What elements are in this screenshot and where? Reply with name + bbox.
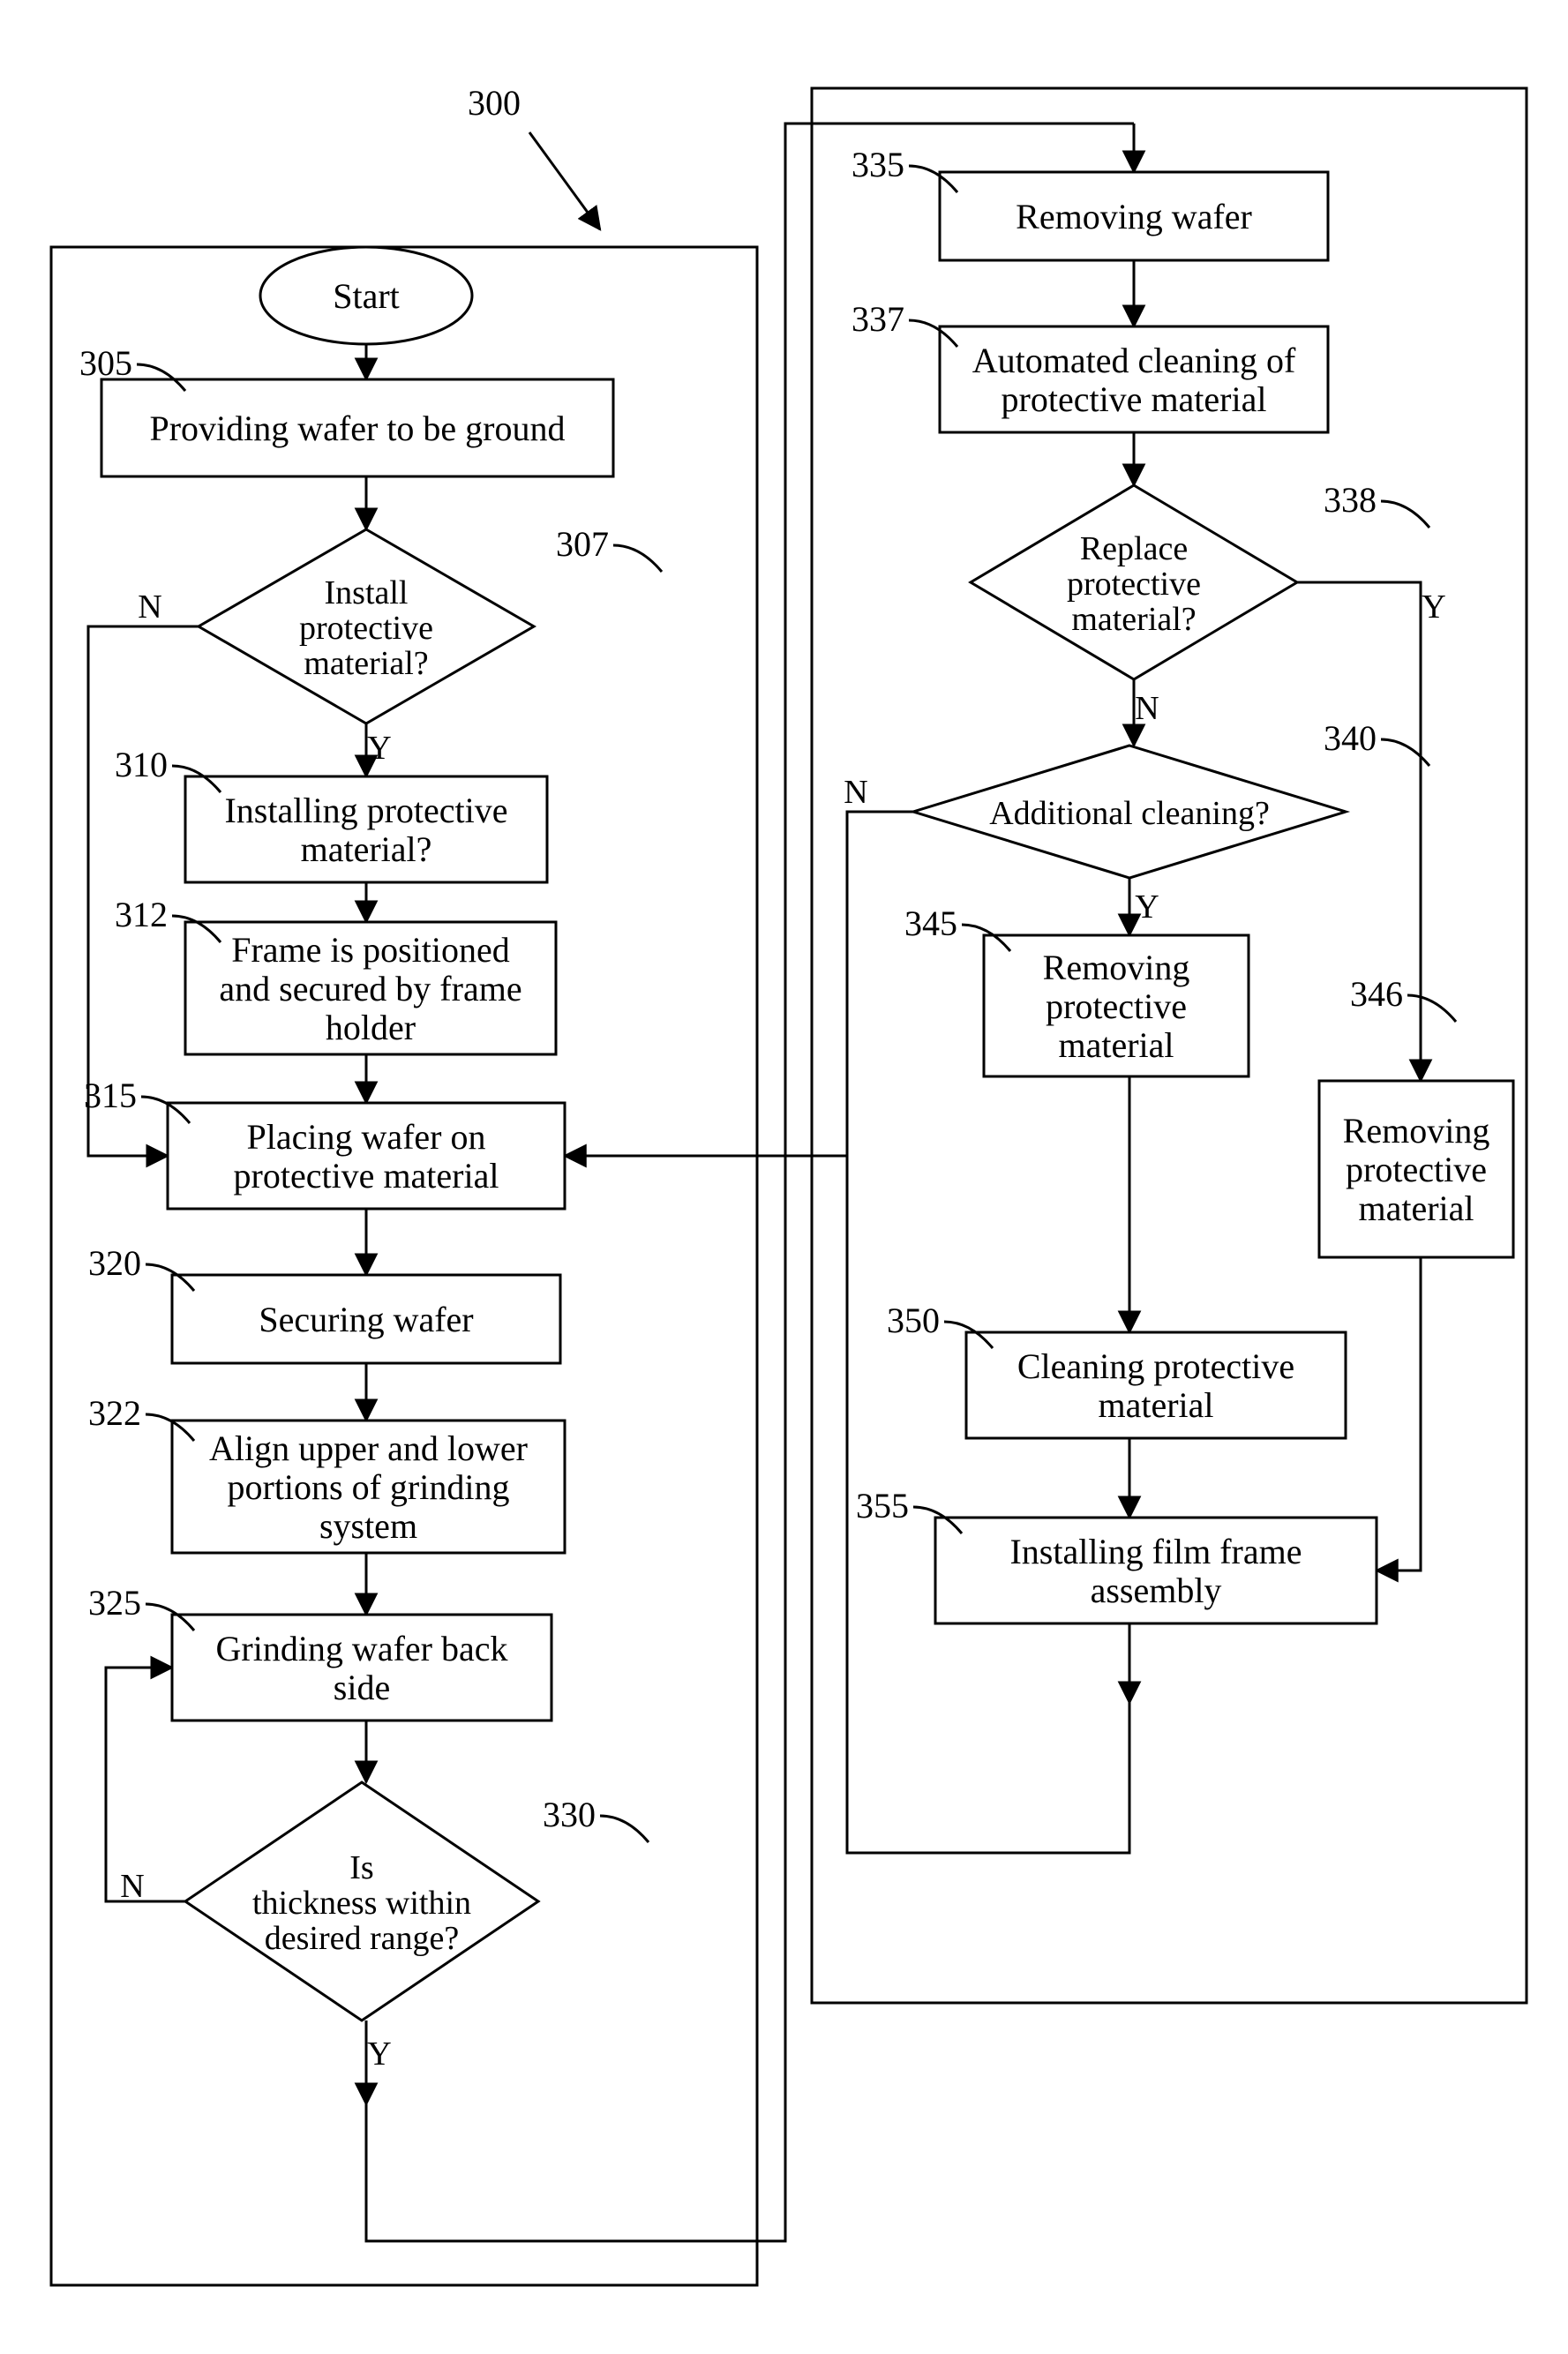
svg-text:Automated cleaning of: Automated cleaning of xyxy=(972,341,1296,380)
svg-text:Frame is positioned: Frame is positioned xyxy=(231,930,510,970)
node-n346: Removingprotectivematerial xyxy=(1319,1081,1513,1257)
node-n350: Cleaning protectivematerial xyxy=(966,1332,1346,1438)
edge-340N_bridge xyxy=(785,812,913,1156)
yn-d330_Y: Y xyxy=(367,2035,391,2073)
svg-text:thickness within: thickness within xyxy=(252,1885,471,1922)
edge-346_to_355 xyxy=(1377,1257,1421,1571)
svg-text:Cleaning protective: Cleaning protective xyxy=(1017,1346,1294,1386)
ref-leader-340 xyxy=(1381,739,1429,766)
ref-leader-307 xyxy=(613,545,662,572)
node-n312: Frame is positionedand secured by frameh… xyxy=(185,922,556,1054)
ref-label-355: 355 xyxy=(856,1486,909,1526)
svg-text:Installing protective: Installing protective xyxy=(224,791,507,830)
svg-text:Align upper and lower: Align upper and lower xyxy=(209,1428,528,1468)
node-d330: Isthickness withindesired range? xyxy=(185,1782,538,2020)
ref-label-346: 346 xyxy=(1350,974,1403,1014)
ref-label-310: 310 xyxy=(115,745,168,784)
svg-text:Removing: Removing xyxy=(1343,1111,1490,1151)
svg-text:and secured by frame: and secured by frame xyxy=(219,969,521,1008)
svg-text:holder: holder xyxy=(326,1008,416,1047)
ref-label-350: 350 xyxy=(887,1301,940,1340)
svg-text:Installing film frame: Installing film frame xyxy=(1009,1532,1302,1571)
svg-text:Additional cleaning?: Additional cleaning? xyxy=(989,795,1270,832)
node-n355: Installing film frameassembly xyxy=(935,1518,1377,1623)
node-n325: Grinding wafer backside xyxy=(172,1615,551,1721)
ref-label-345: 345 xyxy=(904,903,957,943)
ref-label-325: 325 xyxy=(88,1583,141,1623)
svg-text:protective: protective xyxy=(1346,1150,1487,1189)
svg-text:Replace: Replace xyxy=(1080,530,1188,567)
svg-text:Placing wafer on: Placing wafer on xyxy=(246,1117,485,1157)
figure-ref-300: 300 xyxy=(468,83,521,123)
svg-text:Removing wafer: Removing wafer xyxy=(1016,197,1252,236)
svg-text:Start: Start xyxy=(333,276,400,316)
ref-leader-330 xyxy=(600,1816,649,1842)
svg-text:material?: material? xyxy=(301,829,432,869)
node-n310: Installing protectivematerial? xyxy=(185,776,547,882)
svg-text:Providing wafer to be ground: Providing wafer to be ground xyxy=(149,409,565,448)
svg-text:Securing wafer: Securing wafer xyxy=(259,1300,473,1339)
svg-text:portions of grinding: portions of grinding xyxy=(228,1467,510,1507)
ref-leader-346 xyxy=(1407,995,1456,1022)
ref-leader-338 xyxy=(1381,501,1429,528)
svg-text:protective material: protective material xyxy=(1002,379,1267,419)
ref-label-340: 340 xyxy=(1324,718,1377,758)
yn-d340_Y: Y xyxy=(1135,888,1159,926)
svg-text:assembly: assembly xyxy=(1091,1571,1222,1610)
yn-d340_N: N xyxy=(844,774,867,811)
node-d307: Installprotectivematerial? xyxy=(199,529,534,723)
svg-text:protective material: protective material xyxy=(234,1156,499,1196)
ref-label-330: 330 xyxy=(543,1795,596,1834)
svg-text:material: material xyxy=(1058,1025,1174,1065)
svg-text:material: material xyxy=(1358,1188,1474,1228)
yn-d338_N: N xyxy=(1135,690,1159,727)
svg-text:system: system xyxy=(319,1506,417,1546)
ref-label-335: 335 xyxy=(852,145,904,184)
yn-d330_N: N xyxy=(120,1868,144,1905)
yn-d338_Y: Y xyxy=(1422,588,1445,626)
ref-label-320: 320 xyxy=(88,1243,141,1283)
figure-pointer-arrow xyxy=(529,132,600,229)
ref-label-315: 315 xyxy=(84,1076,137,1115)
ref-label-337: 337 xyxy=(852,299,904,339)
yn-d307_N: N xyxy=(138,588,161,626)
svg-text:Grinding wafer back: Grinding wafer back xyxy=(216,1629,508,1668)
ref-label-322: 322 xyxy=(88,1393,141,1433)
svg-text:protective: protective xyxy=(1046,986,1187,1026)
svg-text:Is: Is xyxy=(349,1849,373,1886)
node-n335: Removing wafer xyxy=(940,172,1328,260)
ref-label-338: 338 xyxy=(1324,480,1377,520)
ref-label-307: 307 xyxy=(556,524,609,564)
node-n322: Align upper and lowerportions of grindin… xyxy=(172,1421,565,1553)
svg-text:protective: protective xyxy=(299,610,433,647)
svg-text:side: side xyxy=(334,1668,390,1707)
svg-text:Install: Install xyxy=(325,574,409,611)
svg-text:Removing: Removing xyxy=(1043,948,1190,987)
node-n345: Removingprotectivematerial xyxy=(984,935,1249,1076)
yn-d307_Y: Y xyxy=(367,730,391,767)
node-d338: Replaceprotectivematerial? xyxy=(971,485,1297,679)
node-d340: Additional cleaning? xyxy=(913,746,1346,878)
svg-text:protective: protective xyxy=(1067,566,1201,603)
node-n315: Placing wafer onprotective material xyxy=(168,1103,565,1209)
svg-text:desired range?: desired range? xyxy=(265,1920,460,1957)
node-n305: Providing wafer to be ground xyxy=(101,379,613,476)
svg-text:material: material xyxy=(1098,1385,1213,1425)
ref-label-312: 312 xyxy=(115,895,168,934)
flowchart-svg: Start Providing wafer to be ground Install… xyxy=(0,0,1568,2354)
ref-label-305: 305 xyxy=(79,343,132,383)
svg-text:material?: material? xyxy=(1071,601,1196,638)
node-n320: Securing wafer xyxy=(172,1275,560,1363)
node-n337: Automated cleaning ofprotective material xyxy=(940,326,1328,432)
svg-text:material?: material? xyxy=(304,645,428,682)
